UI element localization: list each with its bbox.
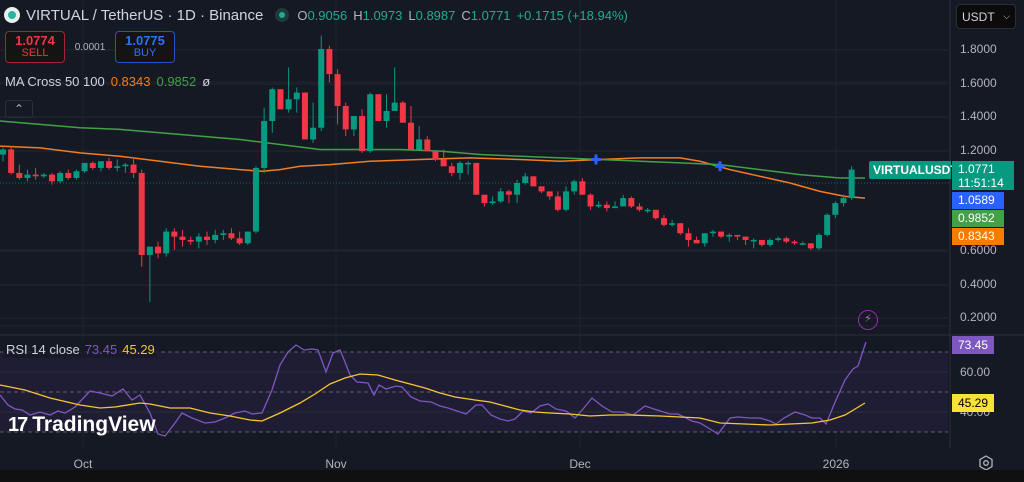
high-value: 1.0973 [362, 7, 403, 23]
chevron-up-icon: ⌃ [13, 102, 25, 116]
bottom-bar [0, 470, 1024, 482]
currency-select[interactable]: USDT ⌵ [956, 4, 1016, 29]
price-axis-label: 0.2000 [960, 310, 997, 324]
symbol-logo-icon [4, 7, 20, 23]
tradingview-logo[interactable]: 17 TradingView [8, 413, 156, 436]
open-value: 0.9056 [307, 7, 348, 23]
last-price-tag: 1.0771 11:51:14 [952, 161, 1014, 190]
ma-cross-legend[interactable]: MA Cross 50 100 0.8343 0.9852 ø [5, 74, 211, 89]
lightning-icon[interactable]: ⚡ [858, 310, 878, 330]
blue-price-tag: 1.0589 [952, 192, 1004, 209]
rsi-background [0, 351, 948, 433]
candlestick-series [0, 35, 855, 302]
price-axis-label: 0.4000 [960, 277, 997, 291]
rsi-series [0, 341, 867, 437]
symbol-price-label: VIRTUALUSDT [869, 161, 958, 179]
low-value: 0.8987 [415, 7, 456, 23]
symbol-title[interactable]: VIRTUAL / TetherUS · 1D · Binance [26, 6, 264, 24]
ohlc-values: O0.9056 H1.0973 L0.8987 C1.0771 +0.1715 … [297, 7, 628, 23]
ma-slow-value: 0.9852 [156, 74, 197, 89]
ma-slow-tag: 0.9852 [952, 210, 1004, 227]
rsi-legend[interactable]: RSI 14 close 73.45 45.29 [3, 341, 158, 358]
sell-button[interactable]: 1.0774 SELL [5, 31, 65, 63]
price-axis-label: 1.8000 [960, 42, 997, 56]
collapse-legend-button[interactable]: ⌃ [5, 100, 33, 118]
tradingview-mark-icon: 17 [8, 413, 28, 436]
close-value: 1.0771 [470, 7, 511, 23]
trade-panel: 1.0774 SELL 0.0001 1.0775 BUY [5, 31, 175, 63]
rsi-ma-tag: 45.29 [952, 394, 994, 412]
settings-gear-icon[interactable] [978, 455, 994, 471]
chart-canvas[interactable] [0, 0, 1024, 470]
spread-value: 0.0001 [74, 41, 106, 53]
rsi-value-tag: 73.45 [952, 336, 994, 354]
change-value: +0.1715 (+18.94%) [516, 7, 628, 23]
time-axis-label: Oct [73, 457, 93, 471]
time-axis-label: 2026 [822, 457, 850, 471]
rsi-axis-label: 60.00 [960, 365, 991, 379]
cross-markers [591, 154, 725, 172]
moving-averages [0, 120, 866, 199]
hidden-values-icon: ø [202, 74, 211, 89]
ma-fast-tag: 0.8343 [952, 228, 1004, 245]
price-axis-label: 0.6000 [960, 243, 997, 257]
rsi-value: 73.45 [84, 342, 118, 357]
rsi-ma-value: 45.29 [122, 342, 155, 357]
time-axis-label: Dec [569, 457, 591, 471]
symbol-header: VIRTUAL / TetherUS · 1D · Binance O0.905… [4, 5, 628, 25]
price-axis-label: 1.4000 [960, 109, 997, 123]
time-axis-label: Nov [325, 457, 347, 471]
chevron-down-icon: ⌵ [1003, 11, 1010, 21]
buy-button[interactable]: 1.0775 BUY [115, 31, 175, 63]
bar-countdown: 11:51:14 [958, 176, 1004, 190]
chart-container[interactable]: VIRTUAL / TetherUS · 1D · Binance O0.905… [0, 0, 1024, 471]
market-open-icon [275, 8, 290, 22]
price-axis-label: 1.6000 [960, 76, 997, 90]
price-axis-label: 1.2000 [960, 143, 997, 157]
ma-fast-value: 0.8343 [110, 74, 151, 89]
